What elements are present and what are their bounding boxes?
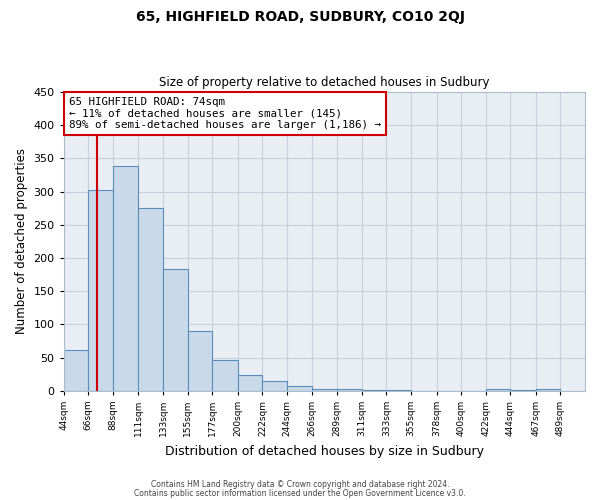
Y-axis label: Number of detached properties: Number of detached properties [15, 148, 28, 334]
Bar [337, 390, 362, 391]
Text: Contains HM Land Registry data © Crown copyright and database right 2024.: Contains HM Land Registry data © Crown c… [151, 480, 449, 489]
Bar [386, 390, 411, 391]
X-axis label: Distribution of detached houses by size in Sudbury: Distribution of detached houses by size … [165, 444, 484, 458]
Bar [287, 386, 311, 391]
Bar [238, 376, 262, 391]
Text: Contains public sector information licensed under the Open Government Licence v3: Contains public sector information licen… [134, 488, 466, 498]
Bar [113, 166, 139, 391]
Text: 65, HIGHFIELD ROAD, SUDBURY, CO10 2QJ: 65, HIGHFIELD ROAD, SUDBURY, CO10 2QJ [136, 10, 464, 24]
Bar [212, 360, 238, 391]
Bar [64, 350, 88, 391]
Bar [485, 389, 510, 391]
Bar [163, 268, 188, 391]
Bar [188, 331, 212, 391]
Bar [262, 381, 287, 391]
Bar [311, 390, 337, 391]
Title: Size of property relative to detached houses in Sudbury: Size of property relative to detached ho… [159, 76, 490, 90]
Bar [362, 390, 386, 391]
Text: 65 HIGHFIELD ROAD: 74sqm
← 11% of detached houses are smaller (145)
89% of semi-: 65 HIGHFIELD ROAD: 74sqm ← 11% of detach… [69, 96, 381, 130]
Bar [88, 190, 113, 391]
Bar [536, 390, 560, 391]
Bar [139, 208, 163, 391]
Bar [510, 390, 536, 391]
